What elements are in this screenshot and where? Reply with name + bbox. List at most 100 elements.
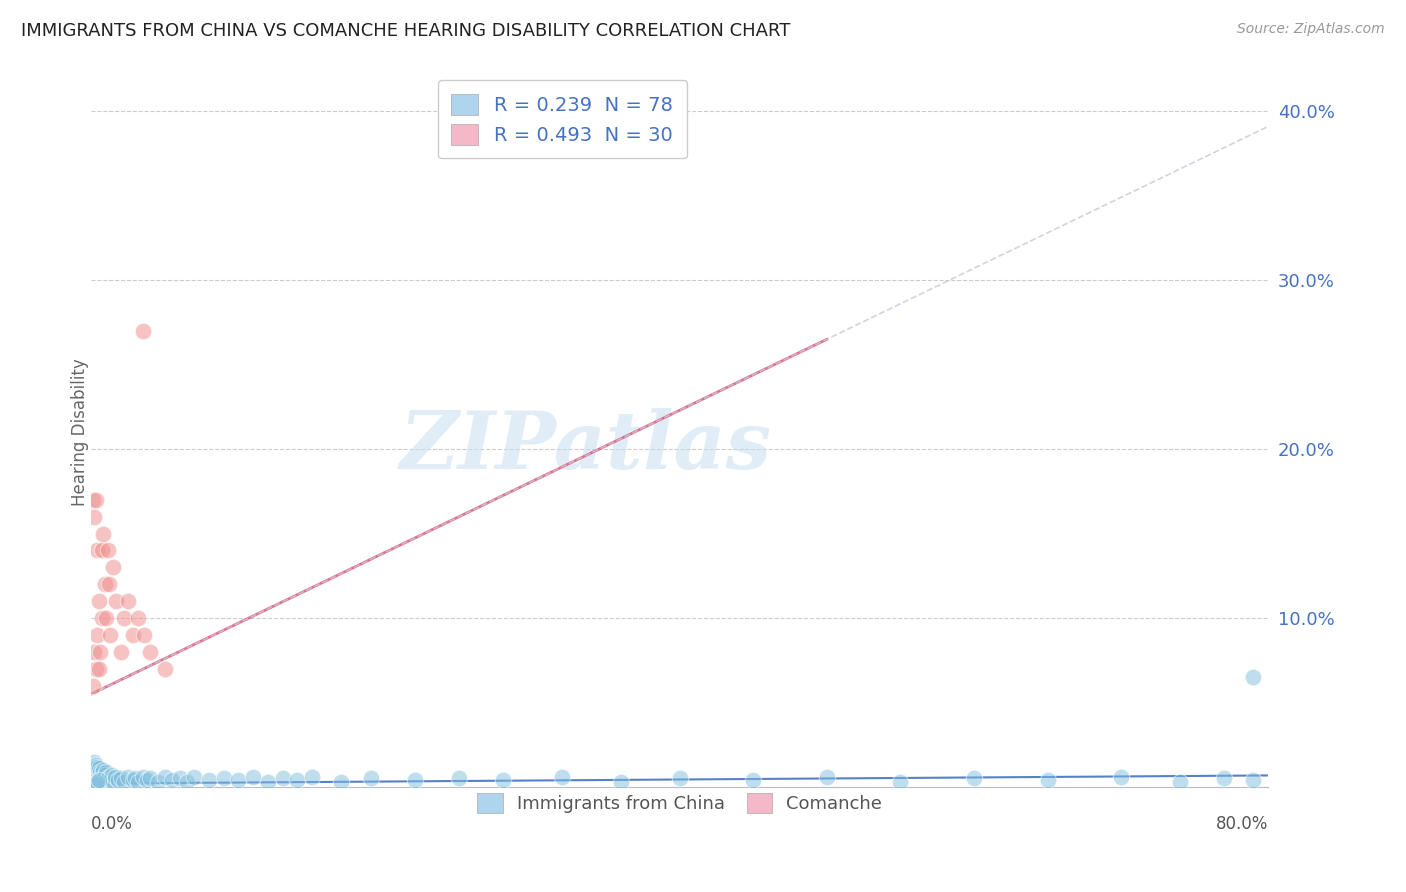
Point (103, 775, 125, 789)
Point (91, 772, 114, 786)
Point (94, 773, 117, 788)
Point (610, 775, 633, 789)
Text: Source: ZipAtlas.com: Source: ZipAtlas.com (1237, 22, 1385, 37)
Point (169, 772, 191, 786)
Point (121, 628, 143, 642)
Point (112, 775, 135, 789)
Point (90, 766, 112, 780)
Point (100, 773, 122, 788)
Point (94, 764, 117, 779)
Point (124, 772, 146, 786)
Point (1243, 773, 1265, 788)
Text: ZIPatlas: ZIPatlas (399, 408, 772, 485)
Point (963, 772, 986, 786)
Point (83, 768, 105, 782)
Point (91, 763, 114, 777)
Point (89, 764, 111, 779)
Point (84, 492, 107, 507)
Point (285, 773, 308, 788)
Point (162, 773, 184, 788)
Point (176, 775, 198, 789)
Text: 0.0%: 0.0% (91, 815, 134, 833)
Point (100, 628, 122, 642)
Point (198, 773, 221, 788)
Point (271, 772, 294, 786)
Point (117, 594, 139, 608)
Point (449, 772, 471, 786)
Point (1036, 773, 1059, 788)
Point (86, 772, 108, 786)
Point (87, 761, 110, 775)
Point (104, 770, 127, 784)
Point (153, 662, 176, 676)
Point (84, 758, 107, 772)
Point (889, 775, 911, 789)
Point (84, 775, 107, 789)
Point (89, 645, 111, 659)
Point (93, 577, 115, 591)
Point (127, 775, 149, 789)
Point (90, 611, 112, 625)
Point (87, 594, 110, 608)
Point (98, 770, 121, 784)
Point (86, 628, 108, 642)
Point (136, 773, 159, 788)
Point (87, 773, 110, 788)
Point (82, 759, 104, 773)
Point (84, 662, 107, 676)
Point (87, 662, 110, 676)
Point (183, 770, 205, 784)
Point (110, 772, 132, 786)
Point (132, 770, 155, 784)
Point (86, 775, 108, 789)
Point (330, 775, 353, 789)
Point (153, 770, 176, 784)
Point (84, 764, 107, 779)
Point (1213, 772, 1236, 786)
Point (242, 770, 264, 784)
Point (96, 772, 118, 786)
Point (90, 543, 112, 558)
Point (83, 773, 105, 788)
Point (82, 766, 104, 780)
Point (82, 772, 104, 786)
Point (127, 611, 149, 625)
Point (87, 768, 110, 782)
Point (228, 773, 250, 788)
Point (1168, 775, 1191, 789)
Point (86, 543, 108, 558)
Point (83, 755, 105, 769)
Point (86, 766, 108, 780)
Point (134, 628, 156, 642)
Point (815, 770, 838, 784)
Point (132, 324, 155, 338)
Point (492, 773, 515, 788)
Point (551, 770, 574, 784)
Point (83, 509, 105, 524)
Point (94, 611, 117, 625)
Point (112, 611, 135, 625)
Point (107, 773, 129, 788)
Legend: Immigrants from China, Comanche: Immigrants from China, Comanche (470, 786, 890, 821)
Point (82, 492, 104, 507)
Point (212, 772, 235, 786)
Y-axis label: Hearing Disability: Hearing Disability (72, 359, 89, 506)
Point (742, 773, 765, 788)
Point (404, 773, 426, 788)
Point (91, 526, 114, 541)
Text: 80.0%: 80.0% (1216, 815, 1268, 833)
Point (96, 543, 118, 558)
Point (257, 775, 280, 789)
Point (110, 645, 132, 659)
Point (82, 679, 104, 693)
Point (83, 645, 105, 659)
Point (84, 770, 107, 784)
Point (139, 645, 162, 659)
Point (103, 560, 125, 574)
Text: IMMIGRANTS FROM CHINA VS COMANCHE HEARING DISABILITY CORRELATION CHART: IMMIGRANTS FROM CHINA VS COMANCHE HEARIN… (21, 22, 790, 40)
Point (301, 770, 323, 784)
Point (90, 773, 112, 788)
Point (87, 773, 110, 788)
Point (117, 770, 139, 784)
Point (105, 594, 128, 608)
